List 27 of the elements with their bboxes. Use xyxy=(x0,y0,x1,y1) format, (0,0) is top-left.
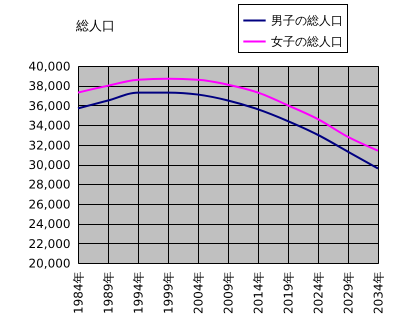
x-tick-label: 2009年 xyxy=(222,272,236,314)
x-tick-label: 2034年 xyxy=(372,272,386,314)
legend-label: 女子の総人口 xyxy=(271,34,343,48)
chart-title: 総人口 xyxy=(75,19,115,34)
y-tick-label: 24,000 xyxy=(28,217,70,232)
line-series xyxy=(77,92,379,170)
y-tick-label: 32,000 xyxy=(28,138,70,152)
legend-label: 男子の総人口 xyxy=(271,14,343,28)
x-tick-label: 1994年 xyxy=(132,272,146,314)
y-tick-label: 34,000 xyxy=(28,118,70,133)
x-tick-label: 2024年 xyxy=(312,272,326,314)
x-tick-label: 1989年 xyxy=(102,272,116,314)
x-tick-label: 1984年 xyxy=(72,272,86,314)
line-series xyxy=(77,78,379,152)
y-tick-label: 20,000 xyxy=(28,256,70,270)
y-tick-label: 22,000 xyxy=(28,236,70,251)
y-tick-label: 40,000 xyxy=(28,60,70,74)
y-tick-label: 30,000 xyxy=(28,158,70,172)
x-tick-label: 1999年 xyxy=(162,272,176,314)
x-tick-label: 2004年 xyxy=(192,272,206,314)
y-tick-label: 38,000 xyxy=(28,79,70,94)
y-tick-label: 36,000 xyxy=(28,98,70,113)
x-tick-label: 2014年 xyxy=(252,272,266,314)
y-tick-label: 26,000 xyxy=(28,197,70,212)
x-tick-label: 2019年 xyxy=(282,272,296,314)
y-tick-label: 28,000 xyxy=(28,178,70,192)
x-tick-label: 2029年 xyxy=(342,272,356,314)
